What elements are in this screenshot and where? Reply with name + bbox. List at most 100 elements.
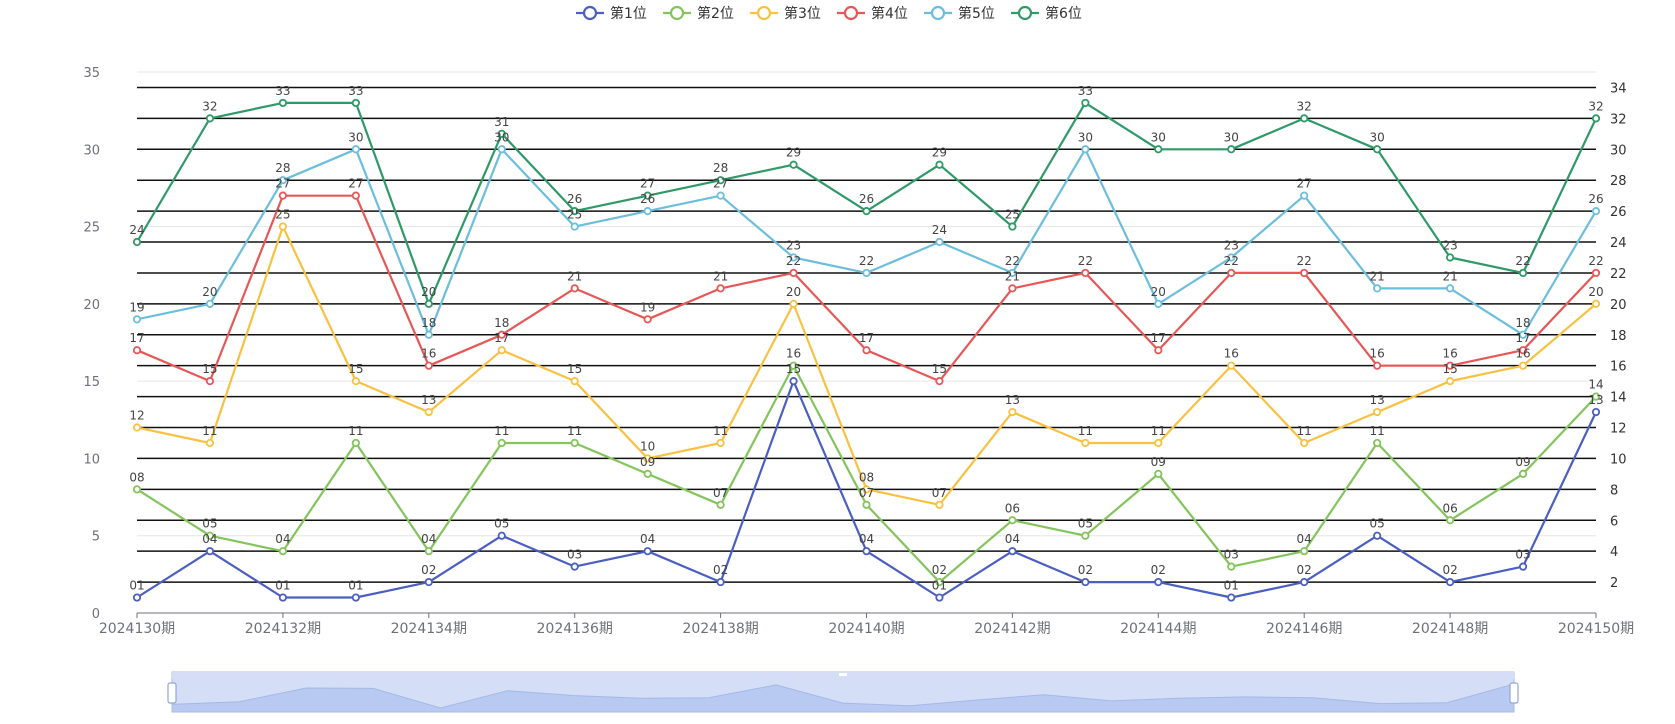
right-tick-26: 26 <box>1610 205 1627 220</box>
data-point-s6-15 <box>1227 145 1236 154</box>
right-tick-10: 10 <box>1610 452 1627 467</box>
data-point-s3-9 <box>789 299 798 308</box>
legend-item-4[interactable]: 第4位 <box>837 5 908 22</box>
data-label-s2-12: 06 <box>1005 501 1020 515</box>
data-point-s5-11 <box>935 237 944 247</box>
data-point-s1-6 <box>570 562 579 571</box>
data-point-s3-5 <box>497 346 506 355</box>
data-label-s1-4: 02 <box>421 563 436 577</box>
data-label-s6-14: 30 <box>1151 130 1166 144</box>
data-point-s2-3 <box>351 438 360 448</box>
data-point-s1-13 <box>1081 577 1090 587</box>
data-label-s5-12: 22 <box>1005 254 1020 268</box>
data-point-s6-8 <box>716 176 725 185</box>
data-point-s5-8 <box>716 191 725 200</box>
data-label-s3-8: 11 <box>713 424 728 438</box>
data-label-s2-13: 05 <box>1078 517 1093 531</box>
data-label-s1-16: 02 <box>1297 563 1312 577</box>
legend-item-3[interactable]: 第3位 <box>750 5 821 22</box>
x-tick-2024138-: 2024138期 <box>682 621 758 637</box>
data-point-s5-20 <box>1591 207 1601 216</box>
data-point-s5-4 <box>424 330 433 339</box>
x-tick-2024130-: 2024130期 <box>99 621 175 637</box>
data-label-s4-1: 15 <box>202 362 217 376</box>
right-tick-12: 12 <box>1610 422 1627 437</box>
data-label-s5-19: 18 <box>1515 316 1530 330</box>
data-point-s6-2 <box>278 98 287 108</box>
data-label-s3-3: 15 <box>348 362 363 376</box>
data-label-s4-2: 27 <box>275 177 290 191</box>
zoom-preview-area <box>171 683 1515 713</box>
data-label-s1-15: 01 <box>1224 579 1239 593</box>
legend-marker-4 <box>843 5 859 21</box>
data-label-s3-16: 11 <box>1297 424 1312 438</box>
data-label-s4-7: 19 <box>640 300 655 314</box>
legend-marker-1 <box>582 5 598 21</box>
series-lines <box>132 98 1601 602</box>
data-label-s4-20: 22 <box>1588 254 1603 268</box>
data-label-s5-17: 21 <box>1370 269 1385 283</box>
data-label-s3-11: 07 <box>932 486 947 500</box>
data-label-s2-19: 09 <box>1515 455 1530 469</box>
y-tick-15: 15 <box>83 375 100 390</box>
data-point-s1-17 <box>1373 531 1382 540</box>
data-label-s5-1: 20 <box>202 285 217 299</box>
legend-item-6[interactable]: 第6位 <box>1011 5 1082 22</box>
data-label-s4-11: 15 <box>932 362 947 376</box>
data-point-s3-2 <box>278 222 287 231</box>
data-point-s4-9 <box>789 268 798 278</box>
data-label-s2-10: 07 <box>859 486 874 500</box>
data-label-s2-4: 04 <box>421 532 436 546</box>
data-label-s3-9: 20 <box>786 285 801 299</box>
data-label-s5-9: 23 <box>786 238 801 252</box>
right-tick-8: 8 <box>1610 483 1618 498</box>
data-point-s6-14 <box>1154 145 1163 154</box>
right-tick-14: 14 <box>1610 391 1627 406</box>
data-label-s1-19: 03 <box>1515 548 1530 562</box>
data-zoom-slider[interactable] <box>167 671 1519 713</box>
data-point-s2-6 <box>570 438 579 448</box>
data-point-s3-4 <box>424 407 433 417</box>
data-label-s2-11: 02 <box>932 563 947 577</box>
data-point-s6-19 <box>1518 268 1528 278</box>
data-point-s1-20 <box>1591 407 1601 417</box>
data-point-s4-4 <box>424 361 433 370</box>
legend-item-5[interactable]: 第5位 <box>924 5 995 22</box>
data-point-s2-5 <box>497 438 506 448</box>
data-label-s4-16: 22 <box>1297 254 1312 268</box>
data-point-s2-8 <box>716 500 725 509</box>
data-point-s5-18 <box>1446 284 1455 293</box>
data-label-s4-19: 17 <box>1515 331 1530 345</box>
zoom-handle-right[interactable] <box>1509 682 1519 704</box>
data-label-s6-12: 25 <box>1005 208 1020 222</box>
data-point-s5-5 <box>497 145 506 154</box>
data-point-s1-10 <box>862 547 871 556</box>
data-label-s1-12: 04 <box>1005 532 1020 546</box>
legend-marker-5 <box>930 5 946 21</box>
zoom-handle-left[interactable] <box>167 682 177 704</box>
data-point-s4-18 <box>1446 361 1455 370</box>
data-label-s6-17: 30 <box>1370 130 1385 144</box>
data-point-s4-1 <box>205 377 215 386</box>
x-tick-2024146-: 2024146期 <box>1266 621 1342 637</box>
legend-item-1[interactable]: 第1位 <box>576 5 647 22</box>
data-label-s5-0: 19 <box>129 300 144 314</box>
data-point-s1-18 <box>1446 577 1455 587</box>
data-label-s5-11: 24 <box>932 223 947 237</box>
data-label-s2-0: 08 <box>129 470 144 484</box>
data-point-s5-9 <box>789 253 798 262</box>
data-label-s6-3: 33 <box>348 84 363 98</box>
right-tick-4: 4 <box>1610 545 1618 560</box>
data-point-s3-16 <box>1300 438 1309 448</box>
data-point-s2-13 <box>1081 531 1090 540</box>
data-point-s2-11 <box>935 577 944 587</box>
data-point-s5-3 <box>351 145 360 154</box>
legend-item-2[interactable]: 第2位 <box>663 5 734 22</box>
data-point-s4-16 <box>1300 268 1309 278</box>
data-point-s6-16 <box>1300 114 1309 123</box>
legend-label-3: 第3位 <box>784 5 821 22</box>
data-label-s3-13: 11 <box>1078 424 1093 438</box>
data-label-s6-9: 29 <box>786 146 801 160</box>
x-tick-2024142-: 2024142期 <box>974 621 1050 637</box>
